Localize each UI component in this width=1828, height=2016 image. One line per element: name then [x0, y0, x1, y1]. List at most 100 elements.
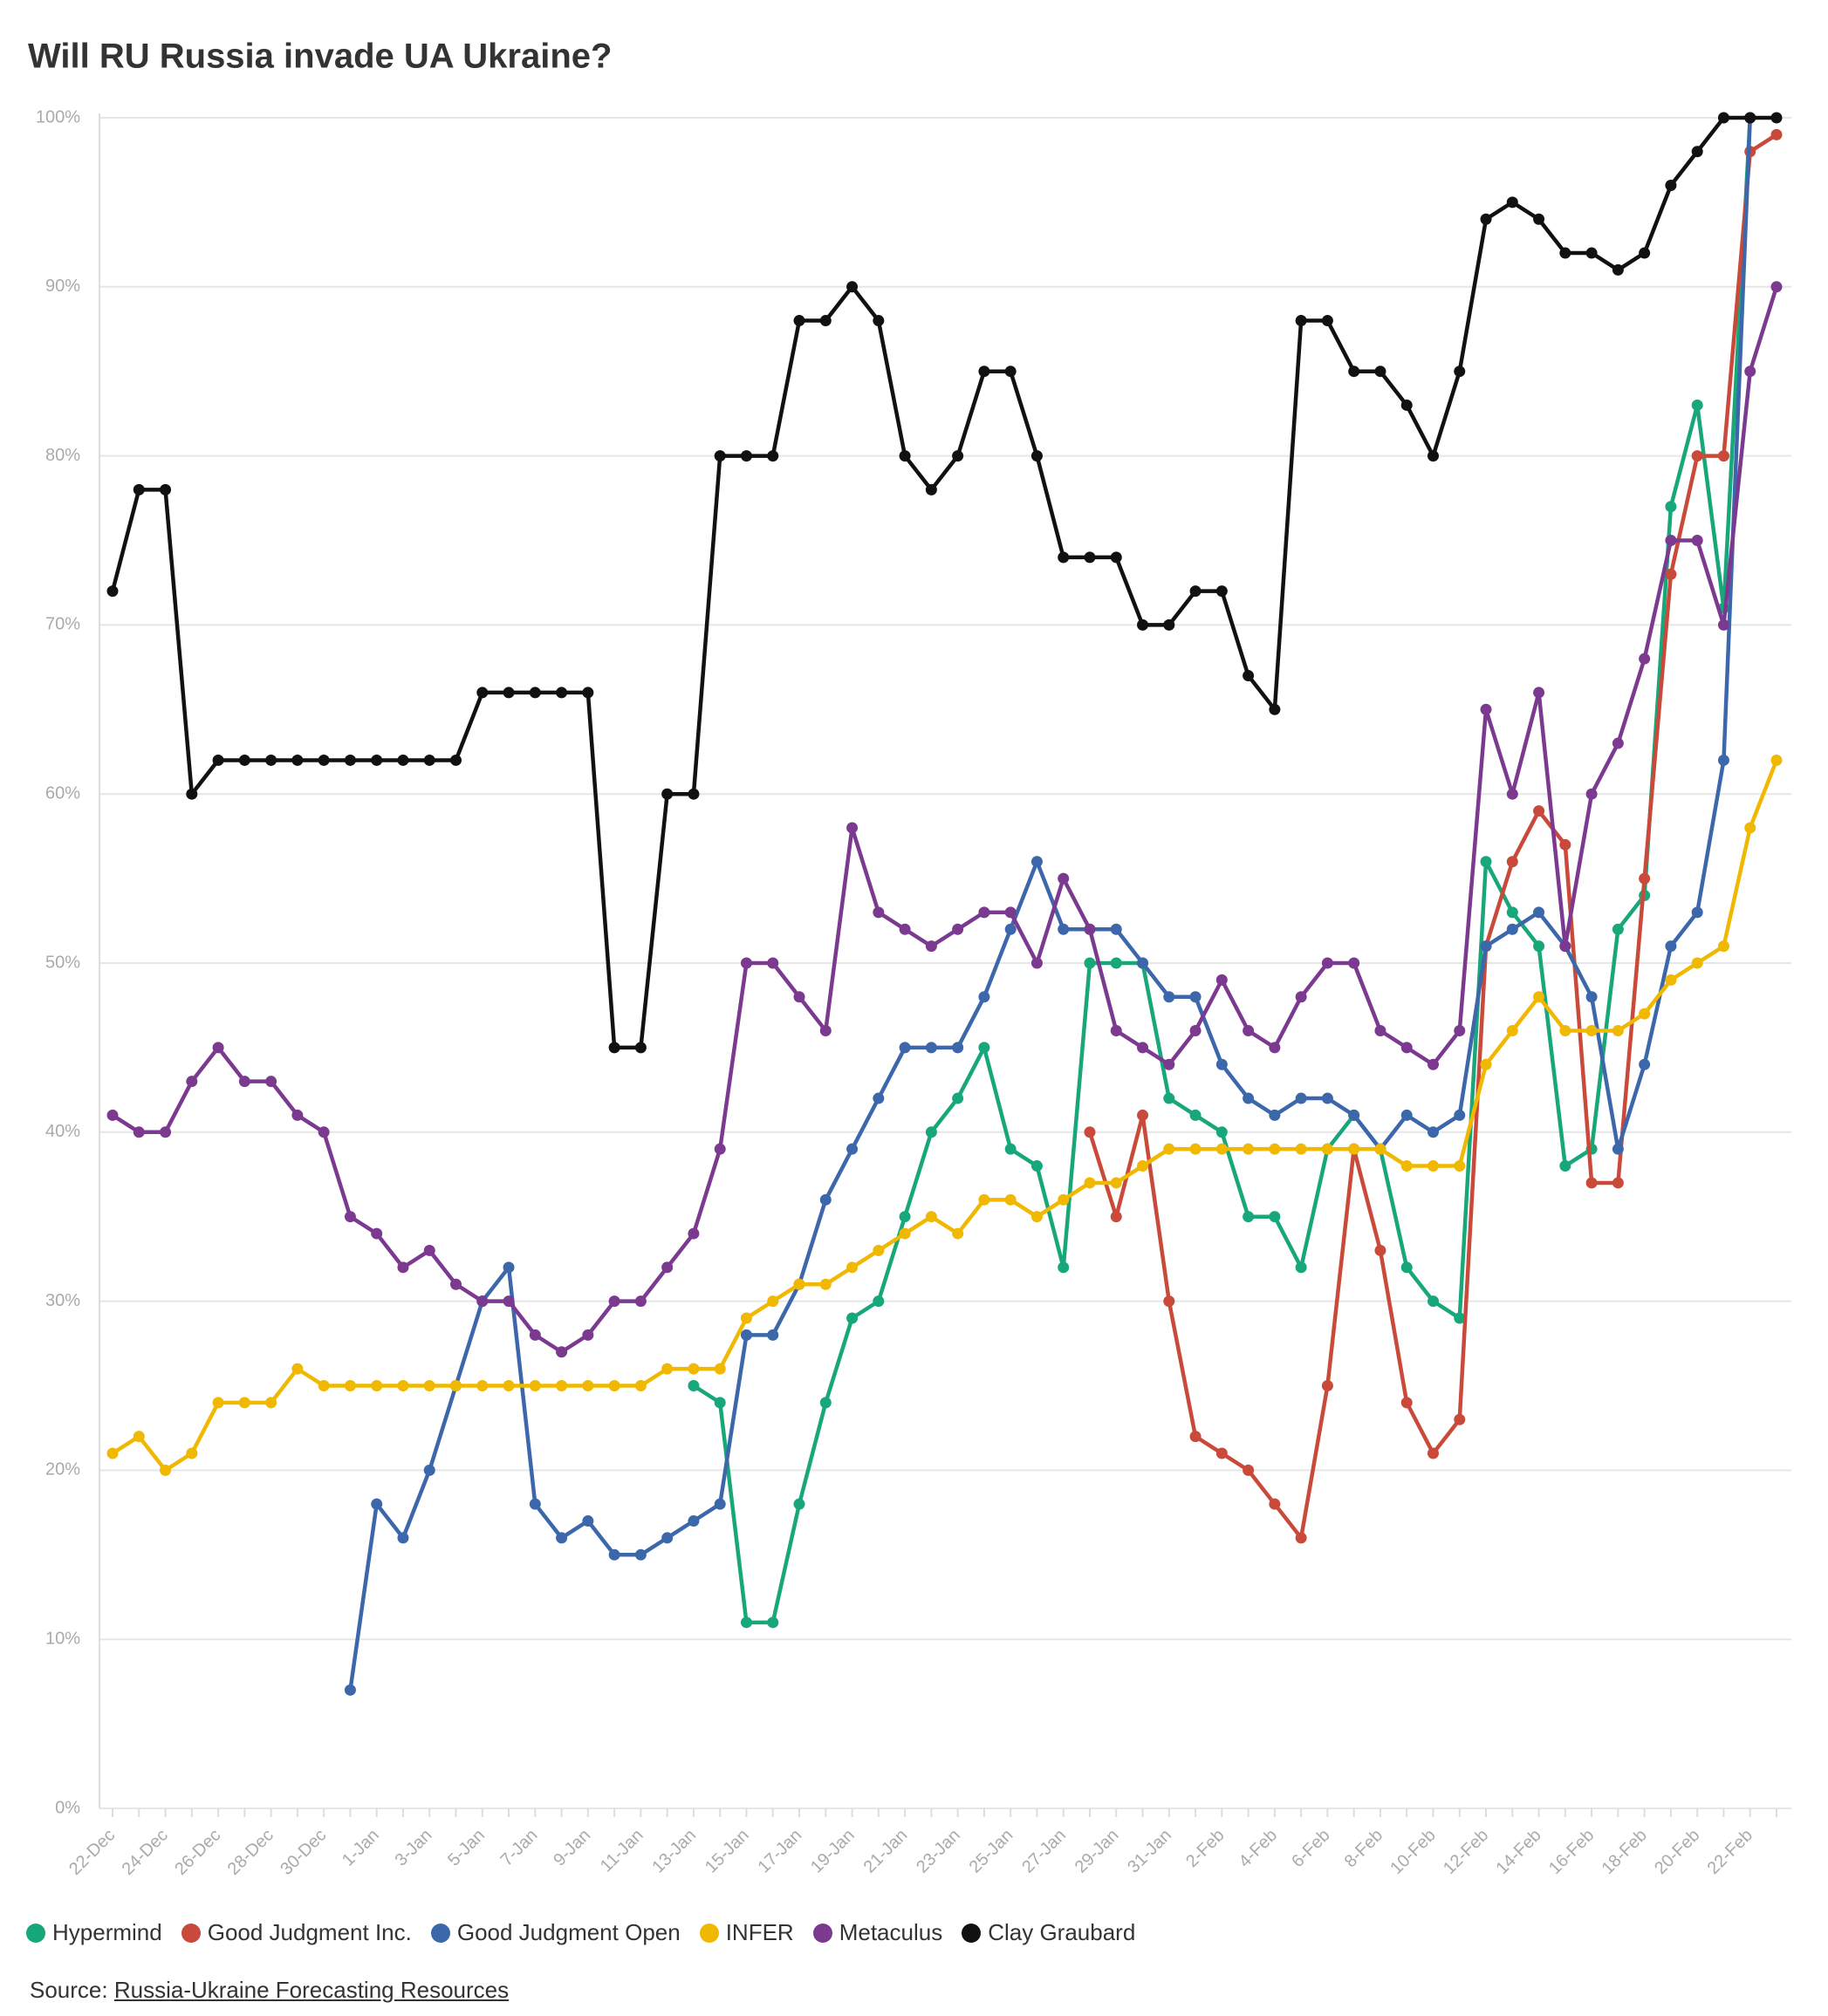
data-point [582, 687, 594, 699]
data-point [793, 1278, 805, 1290]
data-point [106, 1447, 119, 1459]
y-tick-label: 40% [45, 1122, 80, 1141]
data-point [714, 1498, 726, 1510]
data-point [1137, 618, 1149, 631]
data-point [1004, 1143, 1017, 1155]
y-tick-label: 10% [45, 1629, 80, 1648]
data-point [1348, 366, 1360, 378]
data-point [608, 1295, 620, 1308]
data-point [133, 1431, 145, 1443]
data-point [1243, 1025, 1255, 1037]
source-label: Source: [30, 1977, 108, 2003]
legend-label: Good Judgment Open [456, 1919, 681, 1945]
data-point [1454, 1160, 1466, 1172]
data-point [1427, 1058, 1439, 1070]
data-point [1585, 788, 1598, 800]
data-point [1269, 1042, 1281, 1054]
data-point [503, 1295, 515, 1308]
data-point [899, 450, 911, 462]
data-point [529, 1498, 541, 1510]
data-point [1400, 1397, 1413, 1409]
data-point [1004, 923, 1017, 935]
data-point [160, 483, 172, 495]
x-tick-label: 3-Jan [392, 1826, 436, 1870]
legend-label: Clay Graubard [988, 1919, 1136, 1945]
data-point [1533, 991, 1545, 1003]
data-point [1189, 991, 1202, 1003]
data-point [1269, 1109, 1281, 1121]
data-point [846, 822, 859, 834]
data-point [371, 1498, 383, 1510]
data-point [1058, 923, 1070, 935]
data-point [1374, 1143, 1386, 1155]
data-point [1137, 1042, 1149, 1054]
data-point [1004, 1193, 1017, 1206]
data-point [1454, 1413, 1466, 1425]
data-point [1215, 1058, 1228, 1070]
data-point [846, 1312, 859, 1324]
legend-item: Good Judgment Open [430, 1919, 681, 1946]
x-tick-label: 12-Feb [1440, 1826, 1492, 1878]
data-point [1506, 906, 1518, 919]
legend-label: Metaculus [839, 1919, 943, 1945]
data-point [265, 1397, 277, 1409]
data-point [160, 1126, 172, 1138]
data-point [423, 1380, 435, 1391]
data-point [1348, 1143, 1360, 1155]
data-point [1084, 957, 1096, 969]
series-line [1087, 133, 1778, 1541]
data-point [186, 1076, 198, 1088]
x-tick-label: 31-Jan [1124, 1826, 1175, 1877]
data-point [318, 1126, 330, 1138]
legend-item: INFER [699, 1919, 794, 1946]
data-point [1110, 923, 1122, 935]
x-tick-label: 4-Feb [1236, 1826, 1282, 1872]
data-point [1163, 1058, 1175, 1070]
data-point [1717, 112, 1729, 124]
data-point [1559, 1160, 1571, 1172]
data-point [1215, 1447, 1228, 1459]
data-point [344, 754, 356, 766]
legend-label: Hypermind [52, 1919, 162, 1945]
data-point [160, 1464, 172, 1476]
legend-item: Clay Graubard [962, 1919, 1135, 1946]
data-point [371, 1227, 383, 1240]
data-point [1717, 940, 1729, 953]
data-point [1665, 535, 1677, 546]
data-point [1506, 196, 1518, 208]
data-point [740, 1616, 752, 1629]
data-point [318, 754, 330, 766]
data-point [608, 1380, 620, 1391]
data-point [1004, 906, 1017, 919]
data-point [952, 1042, 964, 1054]
x-tick-label: 7-Jan [497, 1826, 542, 1870]
data-point [1084, 923, 1096, 935]
data-point [1084, 1177, 1096, 1189]
data-point [608, 1548, 620, 1561]
x-tick-label: 16-Feb [1545, 1826, 1598, 1878]
data-point [397, 1380, 409, 1391]
data-point [819, 315, 832, 327]
data-point [1400, 1042, 1413, 1054]
data-point [1295, 991, 1307, 1003]
data-point [1348, 957, 1360, 969]
data-point [1559, 1025, 1571, 1037]
data-point [925, 940, 937, 953]
data-point [714, 450, 726, 462]
data-point [819, 1193, 832, 1206]
data-point [740, 1329, 752, 1341]
data-point [476, 1295, 489, 1308]
chart-title: Will RU Russia invade UA Ukraine? [28, 38, 612, 76]
data-point [1480, 1058, 1492, 1070]
source-link[interactable]: Russia-Ukraine Forecasting Resources [113, 1977, 510, 2003]
data-point [688, 1227, 700, 1240]
data-point [1374, 366, 1386, 378]
data-point [1691, 399, 1703, 411]
y-tick-label: 20% [45, 1460, 80, 1480]
data-point [1665, 568, 1677, 580]
data-point [978, 991, 990, 1003]
data-point [265, 754, 277, 766]
x-tick-label: 8-Feb [1341, 1826, 1387, 1872]
data-point [899, 1227, 911, 1240]
data-point [1665, 501, 1677, 513]
